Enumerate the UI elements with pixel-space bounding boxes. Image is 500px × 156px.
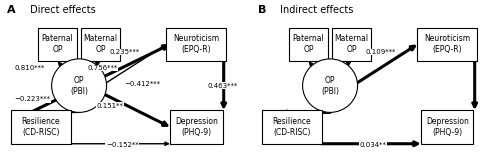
- Text: Neuroticism
(EPQ-R): Neuroticism (EPQ-R): [173, 34, 220, 54]
- Text: 0.151**: 0.151**: [96, 102, 124, 109]
- Text: Maternal
OP: Maternal OP: [84, 34, 117, 54]
- FancyBboxPatch shape: [290, 28, 328, 61]
- FancyBboxPatch shape: [332, 28, 370, 61]
- FancyBboxPatch shape: [170, 110, 222, 144]
- Text: 0.463***: 0.463***: [208, 83, 238, 89]
- Text: −0.223***: −0.223***: [14, 96, 51, 102]
- Ellipse shape: [302, 59, 358, 112]
- FancyBboxPatch shape: [421, 110, 474, 144]
- FancyBboxPatch shape: [82, 28, 120, 61]
- Text: Paternal
OP: Paternal OP: [292, 34, 324, 54]
- Text: Resilience
(CD-RISC): Resilience (CD-RISC): [272, 117, 311, 137]
- Text: Paternal
OP: Paternal OP: [42, 34, 74, 54]
- FancyBboxPatch shape: [418, 28, 477, 61]
- Text: Neuroticism
(EPQ-R): Neuroticism (EPQ-R): [424, 34, 470, 54]
- Text: Depression
(PHQ-9): Depression (PHQ-9): [426, 117, 469, 137]
- Text: A: A: [8, 5, 16, 15]
- FancyBboxPatch shape: [262, 110, 322, 144]
- FancyBboxPatch shape: [11, 110, 70, 144]
- FancyBboxPatch shape: [38, 28, 76, 61]
- Text: Indirect effects: Indirect effects: [278, 5, 354, 15]
- Ellipse shape: [52, 59, 106, 112]
- Text: 0.810***: 0.810***: [14, 65, 45, 71]
- Text: 0.109***: 0.109***: [365, 49, 396, 55]
- FancyBboxPatch shape: [166, 28, 226, 61]
- Text: 0.756***: 0.756***: [88, 65, 118, 71]
- Text: 0.034**: 0.034**: [360, 142, 386, 148]
- Text: −0.412***: −0.412***: [124, 81, 160, 87]
- Text: Maternal
OP: Maternal OP: [334, 34, 368, 54]
- Text: 0.235***: 0.235***: [110, 49, 140, 55]
- Text: B: B: [258, 5, 266, 15]
- Text: Direct effects: Direct effects: [26, 5, 96, 15]
- Text: OP
(PBI): OP (PBI): [70, 76, 88, 96]
- Text: Resilience
(CD-RISC): Resilience (CD-RISC): [22, 117, 60, 137]
- Text: −0.152**: −0.152**: [106, 142, 138, 148]
- Text: Depression
(PHQ-9): Depression (PHQ-9): [175, 117, 218, 137]
- Text: OP
(PBI): OP (PBI): [321, 76, 339, 96]
